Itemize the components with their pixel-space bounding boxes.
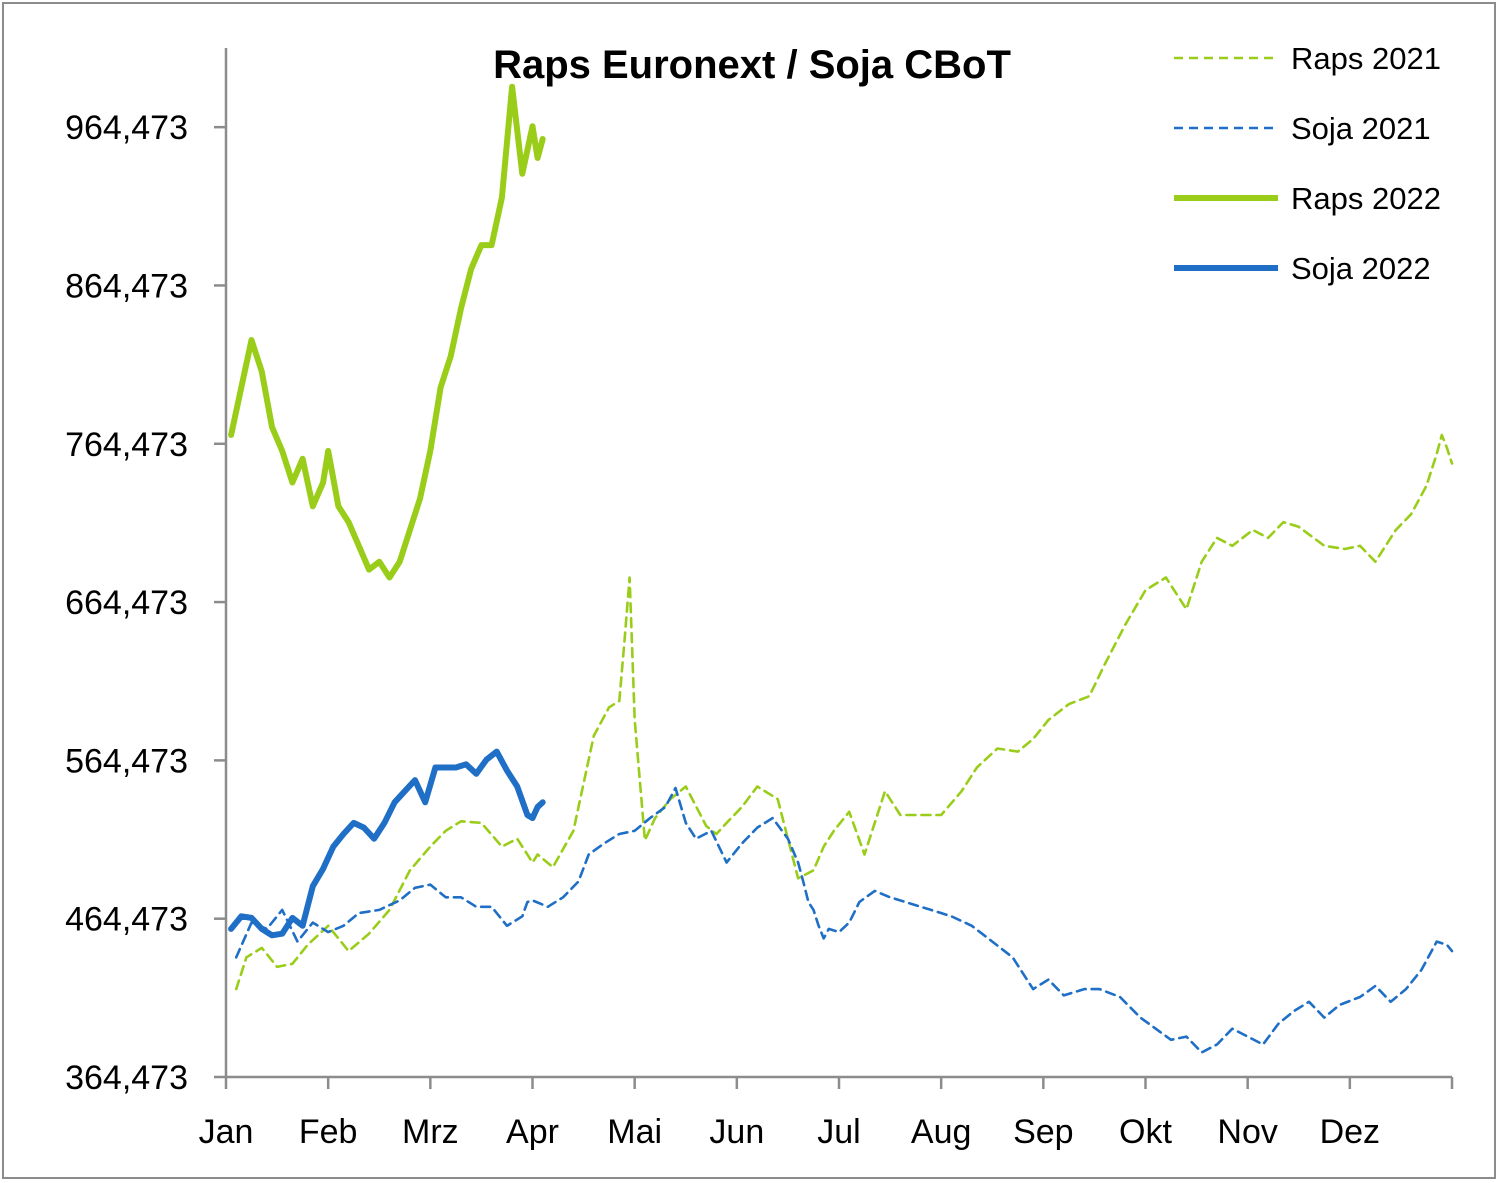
legend-label: Raps 2021 <box>1291 41 1441 76</box>
y-tick-label: 964,473 <box>65 109 188 147</box>
y-tick-label: 764,473 <box>65 426 188 464</box>
series-line-raps-2021 <box>234 433 1454 991</box>
y-tick-label: 564,473 <box>65 742 188 780</box>
y-tick-label: 664,473 <box>65 584 188 622</box>
x-tick-label: Jul <box>817 1113 860 1151</box>
x-tick-label: Jan <box>199 1113 254 1151</box>
x-tick-label: Apr <box>506 1113 559 1151</box>
legend-label: Soja 2021 <box>1291 111 1431 146</box>
x-tick-label: Mrz <box>402 1113 459 1151</box>
y-tick-label: 864,473 <box>65 267 188 305</box>
x-tick-label: Nov <box>1217 1113 1277 1151</box>
plot-lines <box>228 83 1454 1054</box>
series-line-soja-2022 <box>228 748 546 939</box>
chart-title: Raps Euronext / Soja CBoT <box>493 43 1011 87</box>
series-line-soja-2021 <box>234 786 1454 1054</box>
series-line-raps-2022 <box>228 83 546 581</box>
x-tick-label: Okt <box>1119 1113 1172 1151</box>
x-tick-label: Jun <box>709 1113 764 1151</box>
y-tick-label: 364,473 <box>65 1059 188 1097</box>
legend-label: Soja 2022 <box>1291 251 1431 286</box>
x-tick-label: Feb <box>299 1113 358 1151</box>
y-tick-label: 464,473 <box>65 901 188 939</box>
x-tick-label: Aug <box>911 1113 972 1151</box>
x-tick-label: Dez <box>1320 1113 1380 1151</box>
legend: Raps 2021 Soja 2021 Raps 2022 Soja 2022 <box>1174 41 1441 286</box>
x-tick-label: Mai <box>607 1113 662 1151</box>
legend-label: Raps 2022 <box>1291 181 1441 216</box>
axes: 364,473 464,473 564,473 664,473 764,473 864,4… <box>65 48 1454 1151</box>
x-tick-label: Sep <box>1013 1113 1074 1151</box>
